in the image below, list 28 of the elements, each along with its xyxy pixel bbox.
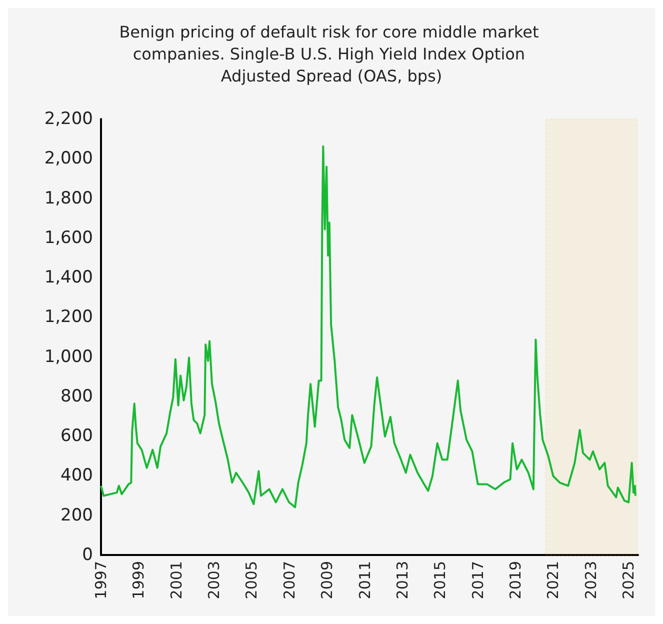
x-tick-label: 1997 [92, 561, 110, 600]
y-tick-label: 200 [60, 505, 93, 526]
x-tick-label: 1999 [130, 561, 148, 600]
chart-title: Benign pricing of default risk for core middle market companies. Single-B U.S. High Yield Index Option Adjusted Spread (OAS, bps) [119, 22, 544, 86]
x-tick-label: 2003 [205, 561, 224, 600]
x-tick-label: 2005 [242, 561, 261, 600]
y-tick-label: 400 [60, 466, 93, 486]
y-tick-label: 600 [60, 426, 93, 446]
y-tick-label: 1,000 [44, 346, 93, 367]
y-tick-label: 2,200 [44, 109, 93, 129]
y-tick-label: 2,000 [44, 148, 93, 169]
y-tick-label: 0 [82, 545, 93, 565]
x-tick-label: 2001 [167, 561, 186, 600]
x-tick-label: 2025 [620, 561, 638, 600]
y-tick-label: 1,600 [44, 228, 93, 248]
x-tick-label: 2011 [356, 561, 374, 600]
x-tick-label: 2017 [468, 561, 487, 600]
x-tick-label: 2015 [431, 561, 450, 600]
y-tick-label: 1,800 [44, 188, 93, 208]
x-tick-label: 2019 [506, 561, 525, 600]
x-tick-label: 2023 [582, 561, 600, 600]
x-tick-label: 2013 [393, 561, 412, 600]
y-tick-label: 800 [60, 386, 93, 406]
x-tick-label: 2021 [544, 561, 562, 600]
y-tick-label: 1,200 [44, 307, 93, 328]
x-tick-label: 2009 [318, 561, 336, 600]
x-tick-label: 2007 [280, 561, 298, 600]
y-tick-label: 1,400 [44, 268, 93, 288]
